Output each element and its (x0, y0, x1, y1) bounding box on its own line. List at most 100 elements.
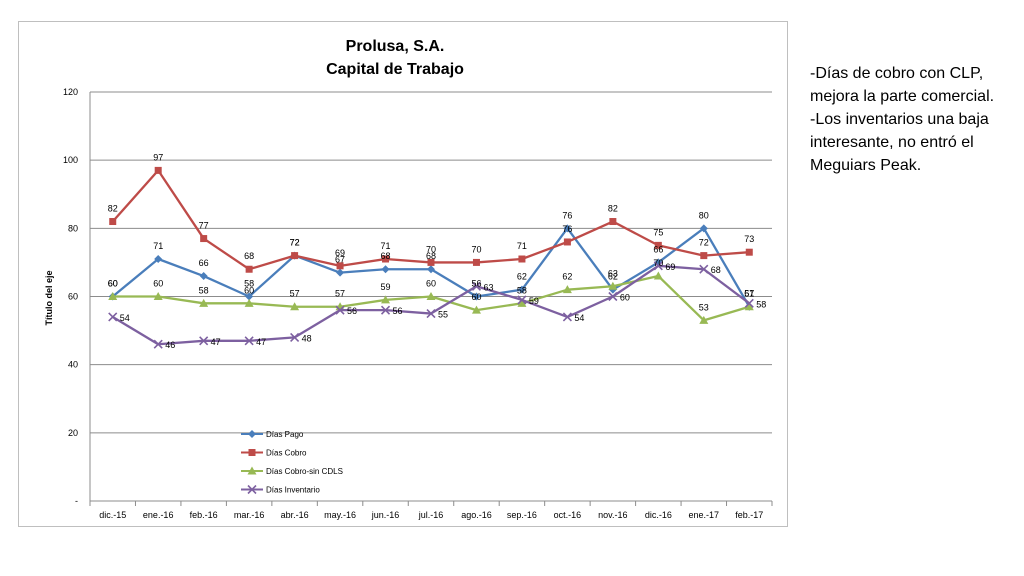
x-tick-label: feb.-16 (190, 510, 218, 520)
data-point (199, 336, 209, 346)
data-label: 62 (608, 272, 618, 282)
data-label: 58 (244, 279, 254, 289)
data-point (291, 252, 299, 260)
series-group (108, 166, 754, 349)
grid-lines: - 20 40 60 80 100 120 dic.-15 ene.-16 feb.-16 mar.… (63, 87, 773, 520)
data-point (699, 224, 708, 233)
x-tick-label: abr.-16 (281, 510, 309, 520)
data-point (562, 312, 572, 322)
data-label: 46 (165, 340, 175, 350)
data-point (699, 315, 709, 324)
data-point (654, 241, 662, 249)
legend-marker (248, 430, 256, 438)
data-point (518, 255, 526, 263)
series-d-as-inventario (108, 261, 754, 349)
data-label: 97 (153, 152, 163, 162)
x-tick-label: jun.-16 (371, 510, 400, 520)
legend-label: Días Inventario (266, 486, 320, 495)
x-tick-label: may.-16 (324, 510, 356, 520)
legend-label: Días Cobro-sin CDLS (266, 467, 343, 476)
y-tick-label: - (75, 496, 78, 506)
line-chart: Prolusa, S.A. Capital de Trabajo Título … (44, 38, 773, 520)
data-label: 60 (620, 293, 630, 303)
data-label: 76 (562, 210, 572, 220)
data-point (471, 305, 481, 314)
x-tick-label: oct.-16 (554, 510, 582, 520)
data-label: 82 (108, 204, 118, 214)
data-point (700, 252, 708, 260)
x-tick-label: jul.-16 (418, 510, 444, 520)
data-label: 58 (199, 285, 209, 295)
data-label: 76 (562, 224, 572, 234)
data-point (380, 305, 391, 315)
data-point (426, 308, 436, 319)
legend-label: Días Cobro (266, 449, 307, 458)
data-point (244, 298, 254, 307)
data-point (244, 336, 254, 346)
data-point (154, 166, 162, 174)
legend-label: Días Pago (266, 430, 304, 439)
data-point (744, 302, 754, 311)
y-tick-label: 40 (68, 360, 78, 370)
data-point (563, 224, 572, 233)
data-label: 63 (483, 282, 493, 292)
data-label: 58 (756, 299, 766, 309)
data-label: 68 (426, 251, 436, 261)
series-d-as-cobro (109, 166, 753, 273)
notes-panel: -Días de cobro con CLP, mejora la parte … (810, 62, 1015, 177)
y-tick-label: 60 (68, 292, 78, 302)
data-point (154, 255, 163, 264)
data-label: 62 (517, 272, 527, 282)
data-label: 72 (290, 238, 300, 248)
x-tick-label: ene.-16 (143, 510, 174, 520)
data-label: 53 (699, 302, 709, 312)
data-label: 58 (517, 285, 527, 295)
series-d-as-cobro-sin-cdls (108, 271, 754, 324)
data-label: 47 (256, 337, 266, 347)
data-label: 60 (108, 279, 118, 289)
data-label: 71 (153, 241, 163, 251)
data-point (745, 248, 753, 256)
data-point (382, 255, 390, 263)
data-label: 48 (302, 333, 312, 343)
data-point (108, 312, 118, 322)
data-point (472, 258, 480, 266)
data-label: 61 (744, 289, 754, 299)
data-point (609, 218, 617, 226)
data-label: 54 (574, 313, 584, 323)
x-tick-label: nov.-16 (598, 510, 627, 520)
data-point (608, 281, 618, 290)
data-label: 59 (381, 282, 391, 292)
x-tick-label: feb.-17 (735, 510, 763, 520)
data-point (472, 292, 481, 301)
data-point (335, 305, 345, 315)
data-label: 68 (711, 265, 721, 275)
data-point (336, 262, 344, 270)
chart-subtitle: Capital de Trabajo (326, 61, 464, 78)
x-tick-label: mar.-16 (234, 510, 265, 520)
data-label: 63 (608, 268, 618, 278)
data-label: 60 (426, 279, 436, 289)
x-tick-label: ene.-17 (689, 510, 720, 520)
data-label: 70 (426, 244, 436, 254)
y-tick-label: 100 (63, 155, 78, 165)
x-tick-label: sep.-16 (507, 510, 537, 520)
data-point (109, 218, 117, 226)
data-point (426, 292, 436, 300)
data-point (153, 292, 163, 300)
data-point (381, 265, 390, 274)
data-label: 68 (381, 251, 391, 261)
data-label: 47 (211, 337, 221, 347)
data-label: 69 (665, 262, 675, 272)
data-point (654, 258, 663, 267)
data-label: 55 (438, 310, 448, 320)
data-point (517, 295, 527, 305)
note-2: -Los inventarios una baja interesante, n… (810, 111, 989, 174)
data-point (653, 261, 663, 271)
data-label: 62 (562, 272, 572, 282)
data-point (744, 298, 754, 308)
data-label: 66 (199, 258, 209, 268)
data-point (290, 302, 300, 311)
data-label: 68 (244, 251, 254, 261)
data-label: 73 (744, 234, 754, 244)
